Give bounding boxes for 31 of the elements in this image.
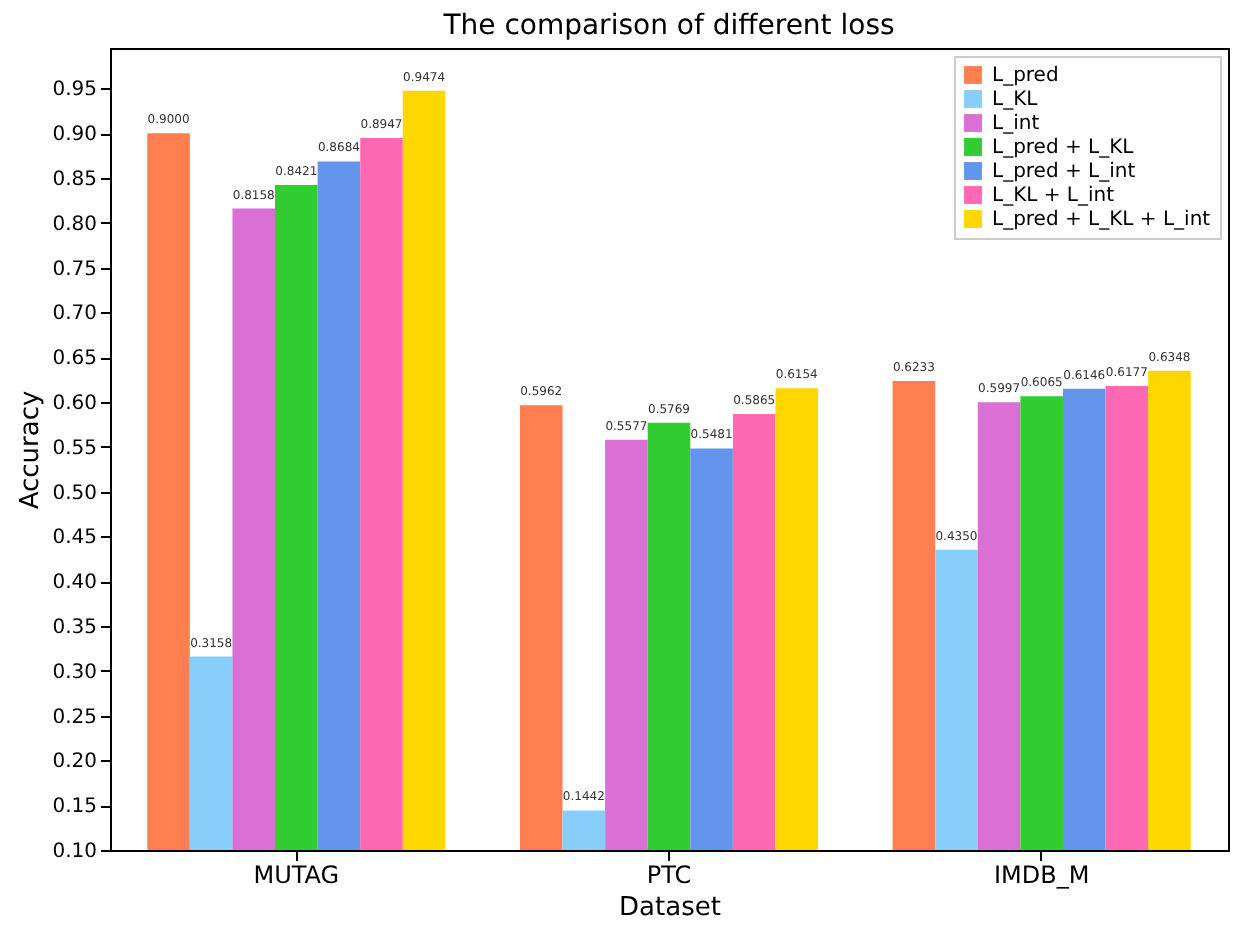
- x-tick-label: IMDB_M: [993, 861, 1090, 889]
- legend-label: L_KL: [992, 89, 1039, 111]
- y-tick-label: 0.55: [52, 437, 97, 460]
- x-tick-label: MUTAG: [253, 861, 340, 889]
- y-tick-label: 0.70: [52, 303, 97, 326]
- chart-title: The comparison of different loss: [441, 10, 895, 42]
- legend-label: L_pred + L_KL + L_int: [992, 209, 1211, 231]
- y-tick-label: 0.75: [52, 258, 97, 281]
- y-tick-label: 0.65: [52, 348, 97, 371]
- y-tick-label: 0.90: [52, 124, 97, 147]
- y-tick-label: 0.60: [52, 392, 97, 415]
- y-tick-label: 0.35: [52, 616, 97, 639]
- y-tick-label: 0.50: [52, 482, 97, 505]
- x-axis-title: Dataset: [619, 893, 721, 923]
- y-tick-label: 0.40: [52, 572, 97, 595]
- x-tick-label: PTC: [646, 861, 692, 889]
- y-tick-label: 0.95: [52, 79, 97, 102]
- legend-label: L_pred: [992, 65, 1059, 87]
- y-tick-label: 0.20: [52, 751, 97, 774]
- y-tick-label: 0.15: [52, 796, 97, 819]
- y-tick-label: 0.30: [52, 661, 97, 684]
- legend-label: L_pred + L_int: [992, 161, 1136, 183]
- legend-label: L_int: [992, 113, 1040, 135]
- y-axis-title: Accuracy: [16, 390, 47, 510]
- y-tick-label: 0.85: [52, 168, 97, 191]
- y-tick-label: 0.25: [52, 706, 97, 729]
- legend-label: L_KL + L_int: [992, 185, 1115, 207]
- y-tick-label: 0.45: [52, 527, 97, 550]
- y-tick-label: 0.10: [52, 841, 97, 863]
- legend-label: L_pred + L_KL: [992, 137, 1135, 159]
- y-tick-label: 0.80: [52, 213, 97, 236]
